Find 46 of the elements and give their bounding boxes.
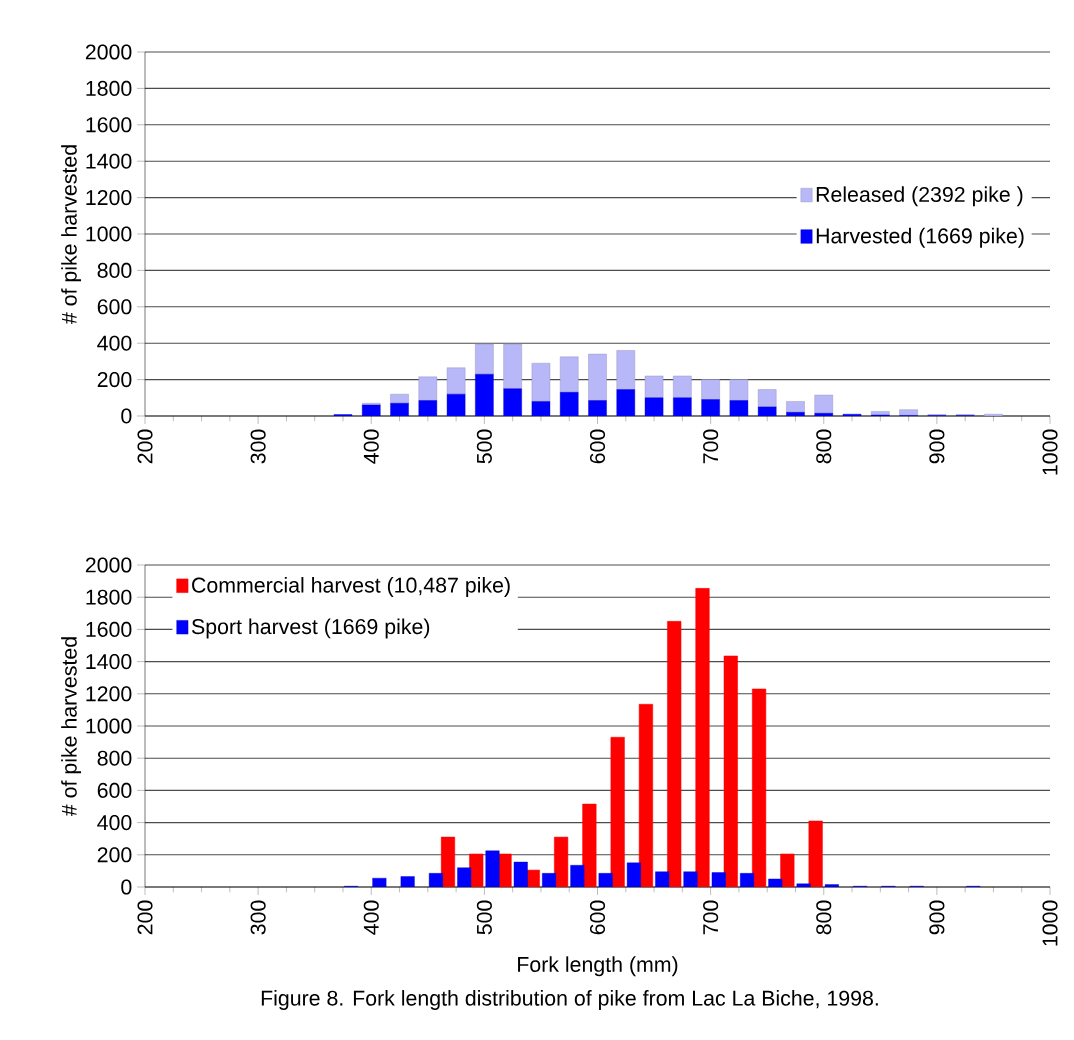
legend-label: Harvested (1669 pike) <box>816 227 1024 248</box>
x-tick-label: 400 <box>363 429 379 464</box>
y-axis-title: # of pike harvested <box>61 637 82 817</box>
y-tick-label: 1600 <box>86 117 132 133</box>
y-tick-label: 1400 <box>86 153 132 169</box>
y-tick-label: 2000 <box>85 44 132 60</box>
x-tick-label: 600 <box>589 429 606 464</box>
y-tick-label: 800 <box>97 262 132 278</box>
y-tick-label: 0 <box>121 879 132 895</box>
x-tick-label: 900 <box>929 900 945 935</box>
legend-label: Commercial harvest (10,487 pike) <box>192 577 510 597</box>
y-tick-label: 1800 <box>86 80 132 96</box>
y-tick-label: 1200 <box>86 190 132 206</box>
y-tick-label: 600 <box>97 782 132 798</box>
x-axis-title: Fork length (mm) <box>518 956 678 977</box>
y-tick-label: 1200 <box>86 686 132 702</box>
caption: Figure 8. Fork length distribution of pike from Lac La Biche, 1998. <box>261 990 878 1010</box>
x-tick-label: 800 <box>816 429 832 464</box>
x-tick-label: 500 <box>476 429 492 464</box>
y-tick-label: 200 <box>97 847 132 863</box>
y-tick-label: 1000 <box>86 718 132 734</box>
x-tick-label: 300 <box>250 429 266 464</box>
y-tick-label: 200 <box>97 372 132 388</box>
y-tick-label: 1800 <box>86 589 132 605</box>
y-tick-label: 400 <box>97 335 132 351</box>
x-tick-label: 500 <box>476 900 492 935</box>
y-tick-label: 400 <box>97 815 132 831</box>
y-tick-label: 1000 <box>86 226 132 242</box>
x-tick-label: 400 <box>363 900 379 935</box>
x-tick-label: 700 <box>703 900 719 935</box>
x-tick-label: 1000 <box>1042 429 1058 475</box>
y-tick-label: 1400 <box>86 654 132 670</box>
y-tick-label: 1600 <box>86 621 132 637</box>
y-tick-label: 2000 <box>85 557 132 573</box>
x-tick-label: 1000 <box>1042 900 1058 946</box>
x-tick-label: 900 <box>929 429 945 464</box>
x-tick-label: 800 <box>816 900 832 935</box>
y-tick-label: 800 <box>97 750 132 766</box>
legend-label: Released (2392 pike ) <box>816 186 1023 207</box>
legend-label: Sport harvest (1669 pike) <box>191 618 430 639</box>
x-tick-label: 600 <box>589 900 606 935</box>
x-tick-label: 700 <box>703 429 719 464</box>
y-axis-title: # of pike harvested <box>61 145 82 325</box>
y-tick-label: 600 <box>97 299 132 315</box>
x-tick-label: 300 <box>250 900 266 935</box>
y-tick-label: 0 <box>121 408 132 424</box>
